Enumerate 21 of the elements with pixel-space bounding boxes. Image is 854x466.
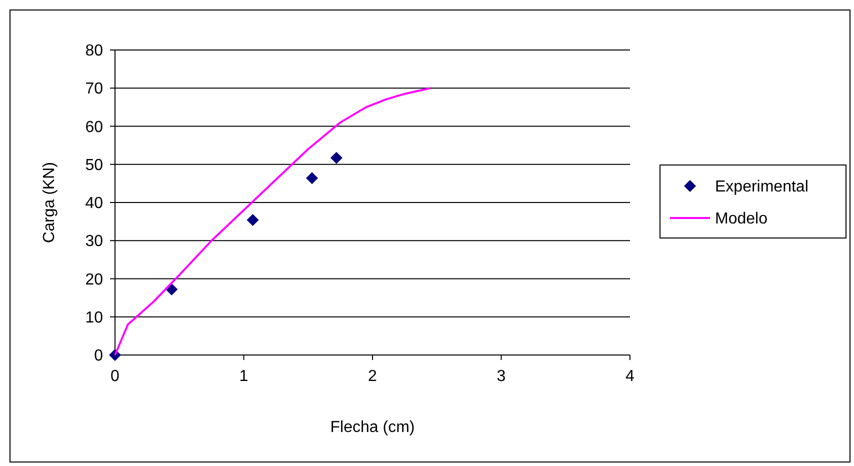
point	[246, 214, 259, 226]
x-tick-label: 3	[496, 368, 506, 385]
x-tick-label: 0	[110, 368, 120, 385]
y-tick-label: 0	[94, 348, 104, 365]
legend-label: Experimental	[715, 178, 808, 196]
y-tick-label: 40	[85, 195, 104, 212]
x-tick-label: 1	[239, 368, 248, 385]
y-tick-label: 20	[85, 271, 104, 288]
y-axis-title: Carga (KN)	[41, 162, 58, 243]
y-tick-label: 70	[85, 80, 104, 98]
point	[330, 152, 342, 164]
point	[306, 172, 318, 184]
y-tick-label: 80	[85, 42, 104, 60]
y-tick-label: 50	[85, 156, 104, 174]
y-tick-label: 10	[85, 309, 104, 326]
legend-label: Modelo	[715, 210, 768, 228]
y-tick-label: 60	[85, 118, 104, 136]
x-axis-title: Flecha (cm)	[330, 419, 415, 436]
y-tick-label: 30	[85, 233, 104, 250]
x-tick-label: 2	[368, 368, 378, 385]
x-tick-label: 4	[626, 368, 635, 385]
